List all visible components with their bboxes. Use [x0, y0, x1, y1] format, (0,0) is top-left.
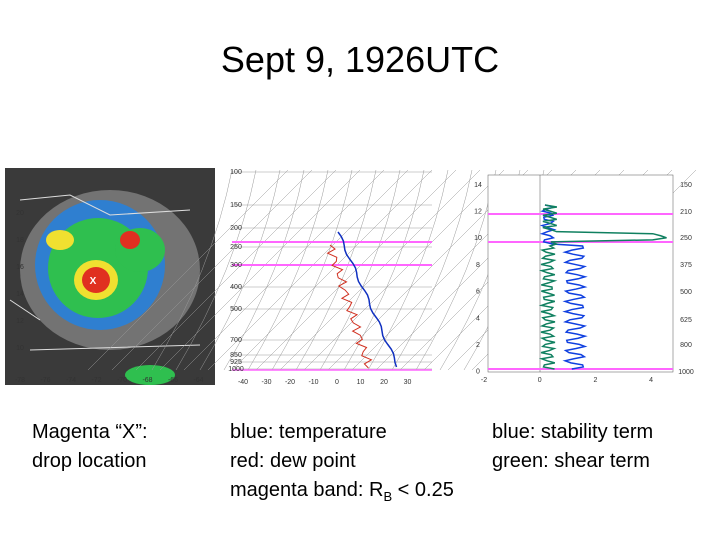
axis-label: -72 [91, 377, 101, 384]
axis-label: 8 [476, 262, 480, 269]
axis-label: 20 [380, 379, 388, 386]
caption-middle: blue: temperature red: dew point magenta… [230, 418, 454, 511]
axis-label: -30 [261, 379, 271, 386]
axis-label: 500 [230, 306, 242, 313]
axis-label: 0 [538, 377, 542, 384]
axis-label: 1000 [678, 369, 694, 376]
svg-text:X: X [90, 276, 97, 287]
axis-label: 2 [593, 377, 597, 384]
axis-label: 150 [680, 182, 692, 189]
axis-label: 850 [230, 352, 242, 359]
caption-left: Magenta “X”: drop location [32, 418, 148, 476]
axis-label: 10 [474, 235, 482, 242]
axis-label: 16 [16, 264, 24, 271]
axis-label: -2 [481, 377, 487, 384]
axis-label: 18 [16, 237, 24, 244]
axis-label: 250 [680, 235, 692, 242]
caption-line: Magenta “X”: [32, 421, 148, 443]
axis-label: 100 [230, 169, 242, 176]
axis-label: -70 [117, 377, 127, 384]
axis-label: 925 [230, 359, 242, 366]
axis-label: 10 [357, 379, 365, 386]
axis-label: -68 [142, 377, 152, 384]
axis-label: 200 [230, 225, 242, 232]
axis-label: 10 [16, 345, 24, 352]
axis-label: 12 [16, 318, 24, 325]
axis-label: -78 [15, 377, 25, 384]
caption-sub: B [383, 489, 393, 504]
axis-label: -76 [40, 377, 50, 384]
caption-right: blue: stability term green: shear term [492, 418, 653, 476]
axis-label: 4 [649, 377, 653, 384]
axis-label: -10 [308, 379, 318, 386]
axis-label: 250 [230, 244, 242, 251]
caption-line: blue: stability term [492, 421, 654, 443]
caption-line: drop location [32, 450, 147, 472]
axis-label: 14 [16, 291, 24, 298]
caption-text: < 0.25 [392, 479, 454, 501]
axis-label: 30 [404, 379, 412, 386]
axis-label: 500 [680, 289, 692, 296]
title: Sept 9, 1926UTC [221, 39, 499, 80]
axis-label: 400 [230, 284, 242, 291]
axis-label: -40 [238, 379, 248, 386]
axis-label: 210 [680, 209, 692, 216]
satellite-image: X [5, 168, 215, 385]
axis-label: 1000 [228, 366, 244, 373]
axis-label: -66 [168, 377, 178, 384]
axis-label: 4 [476, 315, 480, 322]
caption-line: blue: temperature [230, 421, 387, 443]
caption-line: green: shear term [492, 450, 650, 472]
caption-line: red: dew point [230, 450, 356, 472]
axis-label: 20 [16, 210, 24, 217]
skewt-diagram [87, 165, 697, 385]
profile-plot [487, 174, 674, 373]
axis-label: 14 [474, 182, 482, 189]
axis-label: -20 [285, 379, 295, 386]
axis-label: 12 [474, 209, 482, 216]
axis-label: 300 [230, 262, 242, 269]
axis-label: 375 [680, 262, 692, 269]
axis-label: 150 [230, 202, 242, 209]
caption-text: magenta band: R [230, 479, 384, 501]
axis-label: 0 [476, 369, 480, 376]
axis-label: 700 [230, 337, 242, 344]
axis-label: 800 [680, 342, 692, 349]
axis-label: 2 [476, 342, 480, 349]
axis-label: -74 [66, 377, 76, 384]
axis-label: 625 [680, 317, 692, 324]
axis-label: 6 [476, 289, 480, 296]
axis-label: 0 [335, 379, 339, 386]
axis-label: -64 [193, 377, 203, 384]
caption-line: magenta band: RB < 0.25 [230, 476, 454, 511]
